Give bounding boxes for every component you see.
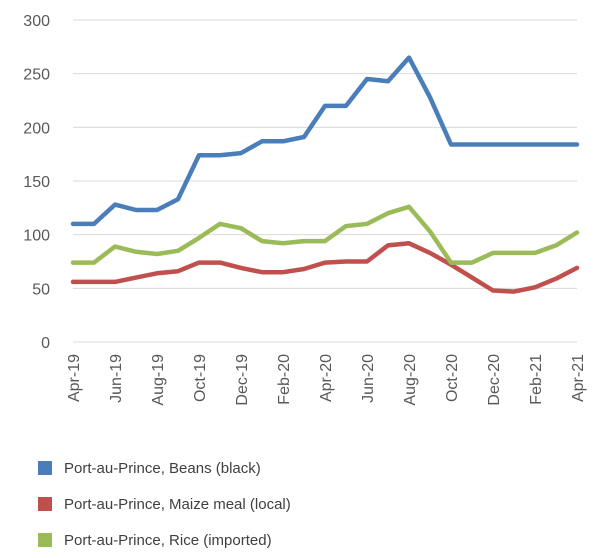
x-tick-label: Feb-21 bbox=[528, 354, 545, 405]
gridlines bbox=[73, 19, 577, 343]
x-tick-label: Apr-21 bbox=[570, 354, 587, 402]
x-tick-label: Dec-20 bbox=[486, 354, 503, 406]
legend-label: Port-au-Prince, Rice (imported) bbox=[64, 531, 272, 549]
legend-label: Port-au-Prince, Beans (black) bbox=[64, 459, 261, 477]
legend-label: Port-au-Prince, Maize meal (local) bbox=[64, 495, 291, 513]
x-tick-label: Apr-19 bbox=[66, 354, 83, 402]
legend-item: Port-au-Prince, Maize meal (local) bbox=[38, 486, 291, 522]
y-tick-label: 100 bbox=[23, 228, 50, 245]
series-line bbox=[70, 55, 580, 227]
legend-swatch bbox=[38, 461, 52, 475]
y-axis: 0 50 100 150 200 250 300 bbox=[23, 13, 50, 352]
x-tick-label: Oct-20 bbox=[444, 354, 461, 402]
legend-swatch bbox=[38, 497, 52, 511]
legend: Port-au-Prince, Beans (black) Port-au-Pri… bbox=[38, 450, 291, 558]
x-axis: Apr-19 Jun-19 Aug-19 Oct-19 Dec-19 Feb-20 Apr-… bbox=[66, 354, 587, 406]
series-lines bbox=[70, 55, 580, 294]
x-tick-label: Oct-19 bbox=[192, 354, 209, 402]
x-tick-label: Feb-20 bbox=[276, 354, 293, 405]
y-tick-label: 300 bbox=[23, 13, 50, 30]
legend-item: Port-au-Prince, Rice (imported) bbox=[38, 522, 291, 558]
x-tick-label: Jun-20 bbox=[360, 354, 377, 403]
line-chart: 0 50 100 150 200 250 300 Apr-19 Jun-19 Aug-19 Oct… bbox=[23, 13, 587, 406]
y-tick-label: 200 bbox=[23, 120, 50, 137]
series-line bbox=[70, 241, 580, 294]
x-tick-label: Apr-20 bbox=[318, 354, 335, 402]
x-tick-label: Dec-19 bbox=[234, 354, 251, 406]
legend-item: Port-au-Prince, Beans (black) bbox=[38, 450, 291, 486]
x-tick-label: Jun-19 bbox=[108, 354, 125, 403]
y-tick-label: 50 bbox=[32, 281, 50, 298]
y-tick-label: 150 bbox=[23, 174, 50, 191]
legend-swatch bbox=[38, 533, 52, 547]
x-tick-label: Aug-20 bbox=[402, 354, 419, 406]
y-tick-label: 0 bbox=[41, 335, 50, 352]
x-tick-label: Aug-19 bbox=[150, 354, 167, 406]
series-line bbox=[70, 204, 580, 265]
y-tick-label: 250 bbox=[23, 67, 50, 84]
